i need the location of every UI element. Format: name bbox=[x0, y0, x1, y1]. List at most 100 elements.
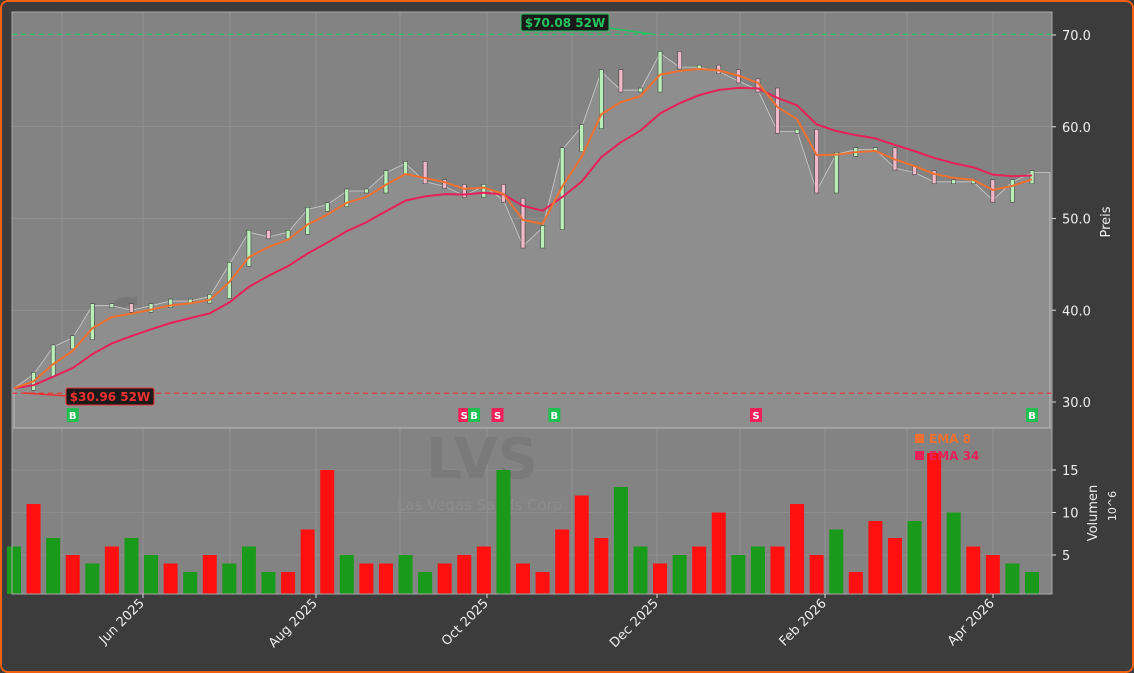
candle bbox=[109, 303, 115, 308]
y-tick-label: 60.0 bbox=[1062, 121, 1091, 136]
high-52w-box bbox=[520, 13, 610, 32]
volume-bar bbox=[613, 487, 628, 594]
signal-label: S bbox=[752, 411, 759, 422]
volume-bar bbox=[7, 546, 21, 594]
legend-swatch bbox=[915, 434, 924, 443]
x-tick-label: Feb 2026 bbox=[777, 596, 830, 649]
y-tick-label: 70.0 bbox=[1062, 29, 1091, 44]
candle bbox=[481, 184, 487, 198]
volume-bar bbox=[339, 555, 354, 594]
candle bbox=[794, 129, 800, 134]
volume-bar bbox=[496, 470, 511, 594]
volume-bar bbox=[829, 529, 844, 594]
price-axis-label: Preis bbox=[1099, 206, 1114, 237]
volume-bar bbox=[985, 555, 1000, 594]
candle bbox=[951, 179, 956, 185]
signal-label: B bbox=[69, 411, 77, 422]
volume-bar bbox=[300, 529, 315, 594]
volume-bar bbox=[790, 504, 805, 594]
signal-marker-S bbox=[749, 408, 762, 422]
volume-bar bbox=[202, 555, 217, 594]
volume-bar bbox=[770, 546, 785, 594]
company-watermark: Las Vegas Sands Corp. bbox=[397, 496, 567, 514]
candle bbox=[540, 225, 545, 249]
high-52w-label: $70.08 52W bbox=[525, 16, 605, 30]
candle bbox=[168, 298, 173, 308]
volume-bar bbox=[887, 538, 902, 594]
x-tick-label: Oct 2025 bbox=[439, 596, 492, 649]
volume-bar bbox=[124, 538, 139, 594]
volume-bar bbox=[711, 512, 726, 594]
candle bbox=[579, 124, 584, 152]
signal-label: S bbox=[494, 411, 501, 422]
volume-bar bbox=[809, 555, 824, 594]
low-52w-label: $30.96 52W bbox=[70, 390, 150, 404]
volume-bar bbox=[437, 563, 452, 594]
volume-bar bbox=[398, 555, 413, 594]
candle bbox=[1029, 170, 1035, 185]
candle bbox=[305, 207, 310, 235]
signal-marker-S bbox=[458, 408, 471, 422]
volume-tick-label: 5 bbox=[1062, 549, 1070, 564]
plot-border bbox=[11, 11, 1053, 595]
volume-bar bbox=[868, 521, 883, 594]
candle bbox=[657, 51, 663, 93]
candle bbox=[129, 303, 134, 313]
candle bbox=[324, 202, 330, 212]
legend-swatch bbox=[915, 451, 924, 460]
candle bbox=[638, 87, 643, 93]
volume-bar bbox=[672, 555, 687, 594]
signal-label: B bbox=[1028, 411, 1036, 422]
y-tick-label: 50.0 bbox=[1062, 213, 1091, 228]
low-52w-box bbox=[65, 387, 155, 406]
x-tick-label: Dec 2025 bbox=[607, 596, 662, 651]
candle bbox=[422, 161, 428, 185]
volume-bar bbox=[594, 538, 609, 594]
volume-bar bbox=[26, 504, 41, 594]
volume-bar bbox=[46, 538, 61, 594]
volume-bar bbox=[731, 555, 746, 594]
candle bbox=[618, 69, 624, 93]
volume-bar bbox=[927, 453, 942, 594]
candle bbox=[833, 152, 839, 194]
candle bbox=[90, 303, 95, 341]
volume-bar bbox=[320, 470, 335, 594]
volume-bar bbox=[104, 546, 119, 594]
candle bbox=[50, 344, 56, 377]
volume-bar bbox=[946, 512, 961, 594]
volume-bar bbox=[966, 546, 981, 594]
candle bbox=[364, 188, 369, 194]
volume-bar bbox=[535, 572, 550, 594]
signal-label: B bbox=[470, 411, 478, 422]
x-tick-label: Apr 2026 bbox=[945, 596, 998, 649]
volume-tick-label: 15 bbox=[1062, 464, 1079, 479]
ticker-watermark: LVS bbox=[426, 427, 538, 492]
volume-unit-label: 10^6 bbox=[1106, 491, 1119, 521]
legend-label: EMA 8 bbox=[929, 432, 971, 446]
volume-bar bbox=[848, 572, 863, 594]
volume-tick-label: 10 bbox=[1062, 507, 1079, 522]
candle bbox=[383, 170, 389, 194]
candle bbox=[266, 230, 271, 240]
candle bbox=[931, 170, 937, 185]
low-arrow bbox=[23, 392, 69, 397]
signal-marker-B bbox=[66, 408, 79, 422]
signal-marker-S bbox=[491, 408, 504, 422]
signal-marker-B bbox=[548, 408, 561, 422]
x-tick-label: Aug 2025 bbox=[266, 596, 321, 651]
volume-bar bbox=[476, 546, 491, 594]
volume-bar bbox=[653, 563, 668, 594]
volume-bar bbox=[418, 572, 433, 594]
volume-bar bbox=[692, 546, 707, 594]
candle bbox=[677, 51, 682, 70]
candle bbox=[344, 188, 350, 207]
volume-bar bbox=[65, 555, 80, 594]
ema-8-line bbox=[13, 68, 1033, 390]
signal-marker-B bbox=[1026, 408, 1038, 422]
volume-bar bbox=[183, 572, 198, 594]
candle bbox=[462, 184, 467, 198]
candle bbox=[403, 161, 408, 175]
candle bbox=[246, 230, 252, 267]
legend-label: EMA 34 bbox=[929, 449, 979, 463]
y-tick-label: 30.0 bbox=[1062, 396, 1091, 411]
